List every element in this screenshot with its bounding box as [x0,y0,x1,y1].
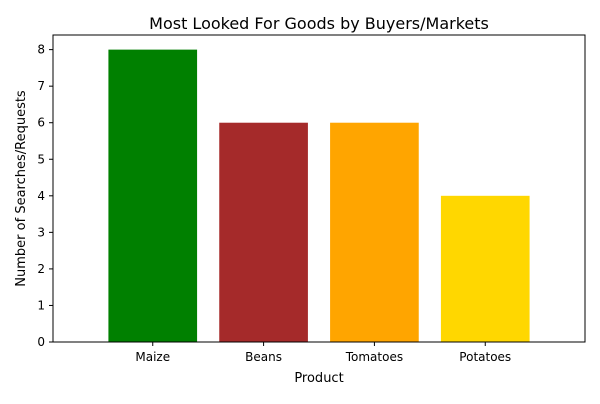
bar-maize [108,49,198,342]
bar-potatoes [440,195,530,342]
x-axis-ticks: Maize Beans Tomatoes Potatoes [135,342,511,364]
x-tick-label: Tomatoes [345,350,403,364]
x-tick-label: Beans [245,350,282,364]
y-axis-label: Number of Searches/Requests [14,90,29,287]
chart-title: Most Looked For Goods by Buyers/Markets [149,14,489,33]
x-tick-label: Potatoes [459,350,511,364]
y-tick-label: 2 [37,262,45,276]
y-tick-label: 8 [37,43,45,57]
y-tick-label: 4 [37,189,45,203]
y-axis-ticks: 0 1 2 3 4 5 6 7 8 [37,43,53,349]
y-tick-label: 0 [37,335,45,349]
plot-frame [52,34,586,343]
x-tick-label: Maize [135,350,170,364]
bar-beans [219,122,308,342]
bar-tomatoes [330,122,419,342]
y-tick-label: 7 [37,79,45,93]
y-tick-label: 3 [37,225,45,239]
x-axis-label: Product [294,371,343,386]
bars-group [108,49,530,342]
y-tick-label: 6 [37,116,45,130]
y-tick-label: 5 [37,152,45,166]
y-tick-label: 1 [37,298,45,312]
